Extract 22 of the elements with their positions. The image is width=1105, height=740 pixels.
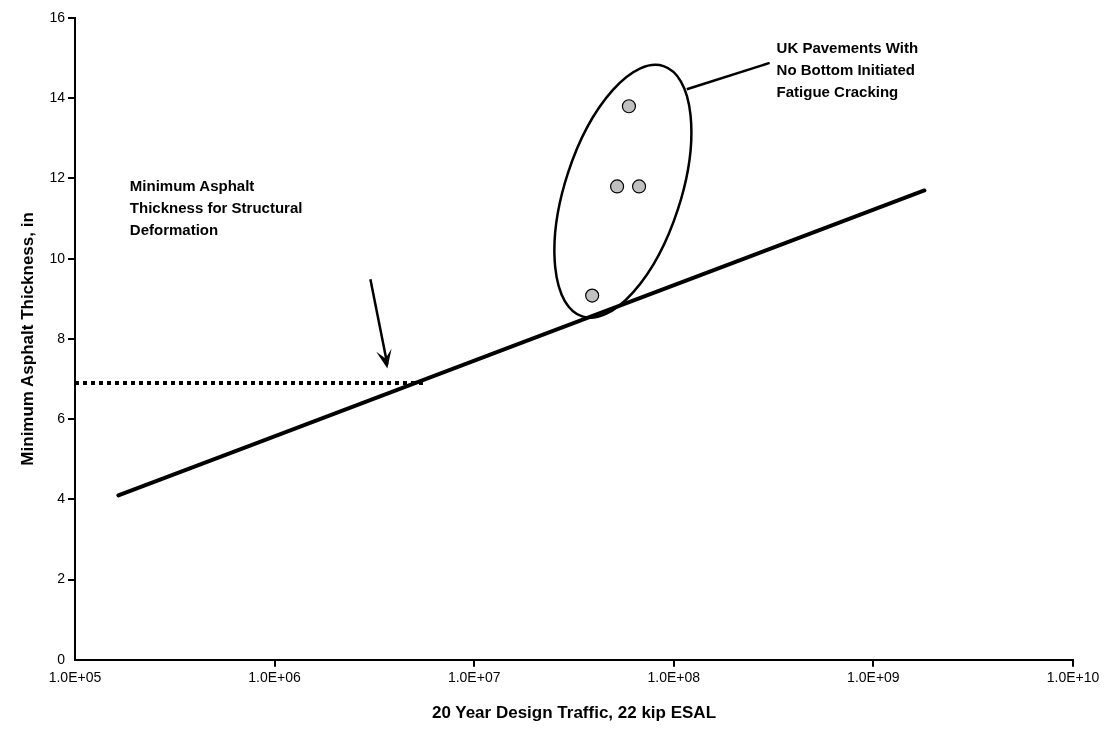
point <box>621 99 637 114</box>
y-tick-label: 2 <box>57 570 66 587</box>
annotation: UK Pavements With No Bottom Initiated Fatigue Cracking <box>776 38 920 103</box>
y-tick-label: 12 <box>49 169 66 186</box>
point <box>585 288 600 303</box>
y-axis-title: Minimum Asphalt Thickness, in <box>17 212 37 466</box>
x-tick-label: 1.0E+06 <box>248 669 302 686</box>
y-tick-label: 8 <box>57 329 66 346</box>
x-tick-label: 1.0E+09 <box>847 669 900 686</box>
x-axis-title: 20 Year Design Traffic, 22 kip ESAL <box>431 703 717 723</box>
y-tick-label: 4 <box>57 490 66 507</box>
y-tick-label: 0 <box>57 650 66 667</box>
point <box>610 179 625 194</box>
x-tick-label: 1.0E+07 <box>447 669 501 686</box>
annotation: Minimum Asphalt Thickness for Structural Deformation <box>129 176 304 241</box>
y-tick-label: 10 <box>49 249 66 266</box>
y-tick-label: 16 <box>49 8 66 25</box>
x-tick-label: 1.0E+08 <box>647 669 701 686</box>
x-tick-label: 1.0E+10 <box>1046 669 1100 686</box>
x-tick-label: 1.0E+05 <box>48 669 102 686</box>
y-tick-label: 14 <box>49 89 66 106</box>
y-tick-label: 6 <box>57 409 66 426</box>
